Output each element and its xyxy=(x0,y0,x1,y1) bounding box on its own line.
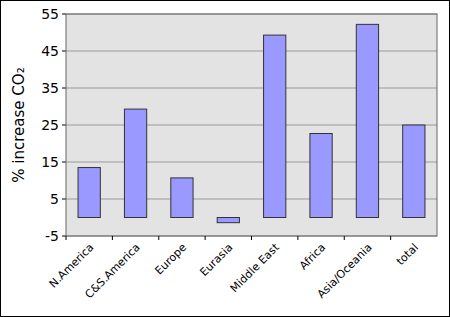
y-tick-label: 55 xyxy=(41,6,59,22)
y-tick xyxy=(62,162,66,163)
chart-svg: -5 5 15 25 35 45 55 N.AmericaC&S.America EuropeE… xyxy=(0,0,450,317)
plot-frame xyxy=(66,14,437,236)
bar xyxy=(124,109,146,217)
bar xyxy=(217,218,239,223)
y-tick xyxy=(62,125,66,126)
y-tick xyxy=(62,88,66,89)
bar xyxy=(356,24,378,217)
x-tick-label: Asia/Oceania xyxy=(315,241,375,301)
y-tick-label: 35 xyxy=(41,80,59,96)
bar xyxy=(78,168,100,218)
grid-line xyxy=(66,51,437,52)
y-tick-label: 45 xyxy=(41,43,59,59)
y-tick-label: 25 xyxy=(41,117,59,133)
y-tick-label: -5 xyxy=(45,228,59,244)
x-tick-label: N.America xyxy=(47,241,97,291)
outer-frame xyxy=(1,1,450,317)
bar xyxy=(171,178,193,218)
grid-line xyxy=(66,199,437,200)
plot-background xyxy=(66,14,437,236)
x-tick-label: Middle East xyxy=(228,240,283,295)
x-tick xyxy=(390,236,391,240)
y-tick xyxy=(62,14,66,15)
x-tick xyxy=(205,236,206,240)
grid-line xyxy=(66,88,437,89)
y-tick xyxy=(62,51,66,52)
x-tick xyxy=(344,236,345,240)
chart-container: -5 5 15 25 35 45 55 N.AmericaC&S.America EuropeE… xyxy=(0,0,450,317)
x-tick-label: Europe xyxy=(153,241,190,278)
bar xyxy=(310,134,332,218)
bar xyxy=(403,125,425,218)
y-axis-label: % increase CO₂ xyxy=(10,67,28,182)
y-tick-label: 15 xyxy=(41,154,59,170)
x-tick-label: Africa xyxy=(297,241,328,272)
x-tick xyxy=(66,236,67,240)
x-tick-label: Eurasia xyxy=(197,241,235,279)
x-tick xyxy=(297,236,298,240)
x-tick xyxy=(251,236,252,240)
grid-line xyxy=(66,162,437,163)
y-tick-label: 5 xyxy=(50,191,59,207)
y-tick xyxy=(62,236,66,237)
grid-line xyxy=(66,125,437,126)
bar xyxy=(264,35,286,217)
bars xyxy=(78,24,425,222)
y-tick xyxy=(62,199,66,200)
x-tick-label: total xyxy=(394,241,421,268)
x-tick xyxy=(158,236,159,240)
x-tick xyxy=(112,236,113,240)
x-tick-label: C&S.America xyxy=(82,241,142,301)
